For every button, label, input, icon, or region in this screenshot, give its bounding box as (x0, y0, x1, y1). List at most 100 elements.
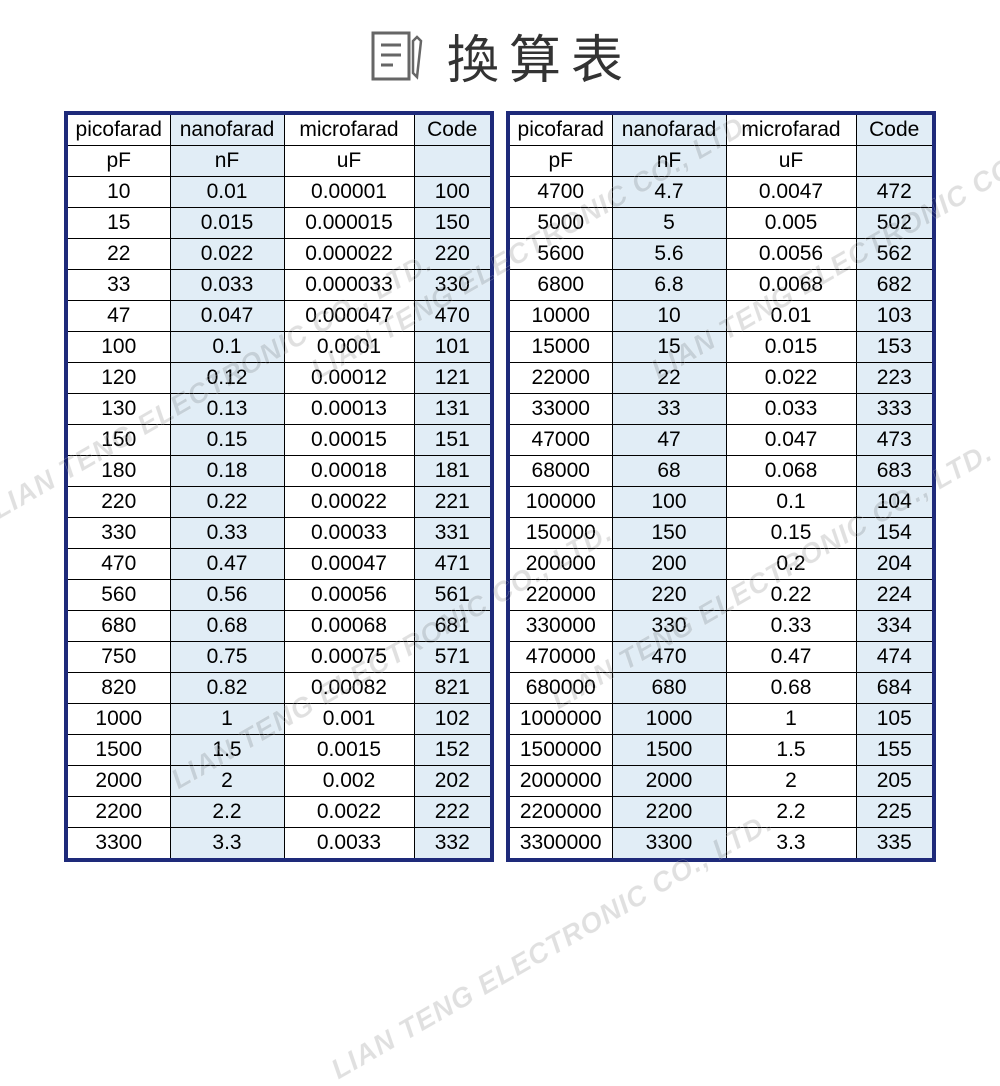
cell: 0.005 (726, 208, 856, 239)
conversion-table-right: picofaradnanofaradmicrofaradCodepFnFuF47… (506, 111, 936, 862)
cell: 225 (856, 797, 934, 828)
cell: 0.1 (170, 332, 284, 363)
cell: 68 (612, 456, 726, 487)
cell: 2000 (66, 766, 170, 797)
cell: 1500 (66, 735, 170, 766)
cell: 0.000047 (284, 301, 414, 332)
table-row: 200000020002205 (508, 766, 934, 797)
cell: 100000 (508, 487, 612, 518)
table-row: 1200.120.00012121 (66, 363, 492, 394)
cell: 4700 (508, 177, 612, 208)
cell: 0.000022 (284, 239, 414, 270)
cell: 47 (612, 425, 726, 456)
cell: 2 (170, 766, 284, 797)
cell: 2.2 (726, 797, 856, 828)
cell: 0.0022 (284, 797, 414, 828)
cell: 220 (612, 580, 726, 611)
cell: 680000 (508, 673, 612, 704)
cell: 750 (66, 642, 170, 673)
unit-header: uF (284, 146, 414, 177)
cell: 1 (170, 704, 284, 735)
cell: 3300 (612, 828, 726, 861)
cell: 1.5 (170, 735, 284, 766)
cell: 0.00075 (284, 642, 414, 673)
cell: 331 (414, 518, 492, 549)
cell: 0.0047 (726, 177, 856, 208)
cell: 15000 (508, 332, 612, 363)
cell: 0.12 (170, 363, 284, 394)
table-row: 330000033003.3335 (508, 828, 934, 861)
cell: 152 (414, 735, 492, 766)
cell: 334 (856, 611, 934, 642)
cell: 562 (856, 239, 934, 270)
table-row: 470.0470.000047470 (66, 301, 492, 332)
cell: 0.00013 (284, 394, 414, 425)
table-row: 33000330.033333 (508, 394, 934, 425)
cell: 1000000 (508, 704, 612, 735)
table-row: 1500001500.15154 (508, 518, 934, 549)
unit-header: pF (66, 146, 170, 177)
cell: 221 (414, 487, 492, 518)
column-header: picofarad (508, 113, 612, 146)
column-header: nanofarad (612, 113, 726, 146)
conversion-table-left: picofaradnanofaradmicrofaradCodepFnFuF10… (64, 111, 494, 862)
cell: 6.8 (612, 270, 726, 301)
cell: 5 (612, 208, 726, 239)
cell: 473 (856, 425, 934, 456)
cell: 220 (66, 487, 170, 518)
cell: 100 (414, 177, 492, 208)
cell: 5.6 (612, 239, 726, 270)
table-row: 3300003300.33334 (508, 611, 934, 642)
cell: 47 (66, 301, 170, 332)
cell: 100 (66, 332, 170, 363)
cell: 6800 (508, 270, 612, 301)
cell: 335 (856, 828, 934, 861)
cell: 332 (414, 828, 492, 861)
table-row: 56005.60.0056562 (508, 239, 934, 270)
cell: 330 (66, 518, 170, 549)
cell: 10000 (508, 301, 612, 332)
cell: 22 (66, 239, 170, 270)
unit-header (414, 146, 492, 177)
table-row: 5600.560.00056561 (66, 580, 492, 611)
cell: 220 (414, 239, 492, 270)
cell: 102 (414, 704, 492, 735)
cell: 120 (66, 363, 170, 394)
cell: 223 (856, 363, 934, 394)
table-row: 47004.70.0047472 (508, 177, 934, 208)
cell: 3.3 (170, 828, 284, 861)
cell: 0.56 (170, 580, 284, 611)
cell: 470 (612, 642, 726, 673)
unit-header: nF (170, 146, 284, 177)
table-row: 500050.005502 (508, 208, 934, 239)
cell: 150000 (508, 518, 612, 549)
cell: 0.15 (726, 518, 856, 549)
cell: 0.002 (284, 766, 414, 797)
cell: 0.68 (170, 611, 284, 642)
cell: 154 (856, 518, 934, 549)
cell: 2.2 (170, 797, 284, 828)
table-row: 330.0330.000033330 (66, 270, 492, 301)
cell: 200000 (508, 549, 612, 580)
cell: 15 (66, 208, 170, 239)
cell: 0.22 (170, 487, 284, 518)
column-header: nanofarad (170, 113, 284, 146)
cell: 181 (414, 456, 492, 487)
table-left-body: picofaradnanofaradmicrofaradCodepFnFuF10… (66, 113, 492, 860)
cell: 204 (856, 549, 934, 580)
table-row: 1500.150.00015151 (66, 425, 492, 456)
cell: 2 (726, 766, 856, 797)
table-row: 100000010001105 (508, 704, 934, 735)
table-row: 1800.180.00018181 (66, 456, 492, 487)
cell: 0.82 (170, 673, 284, 704)
cell: 0.068 (726, 456, 856, 487)
column-header: Code (414, 113, 492, 146)
table-right-body: picofaradnanofaradmicrofaradCodepFnFuF47… (508, 113, 934, 860)
table-row: 1300.130.00013131 (66, 394, 492, 425)
cell: 0.75 (170, 642, 284, 673)
cell: 4.7 (612, 177, 726, 208)
cell: 0.0001 (284, 332, 414, 363)
cell: 0.00056 (284, 580, 414, 611)
cell: 502 (856, 208, 934, 239)
cell: 0.015 (170, 208, 284, 239)
